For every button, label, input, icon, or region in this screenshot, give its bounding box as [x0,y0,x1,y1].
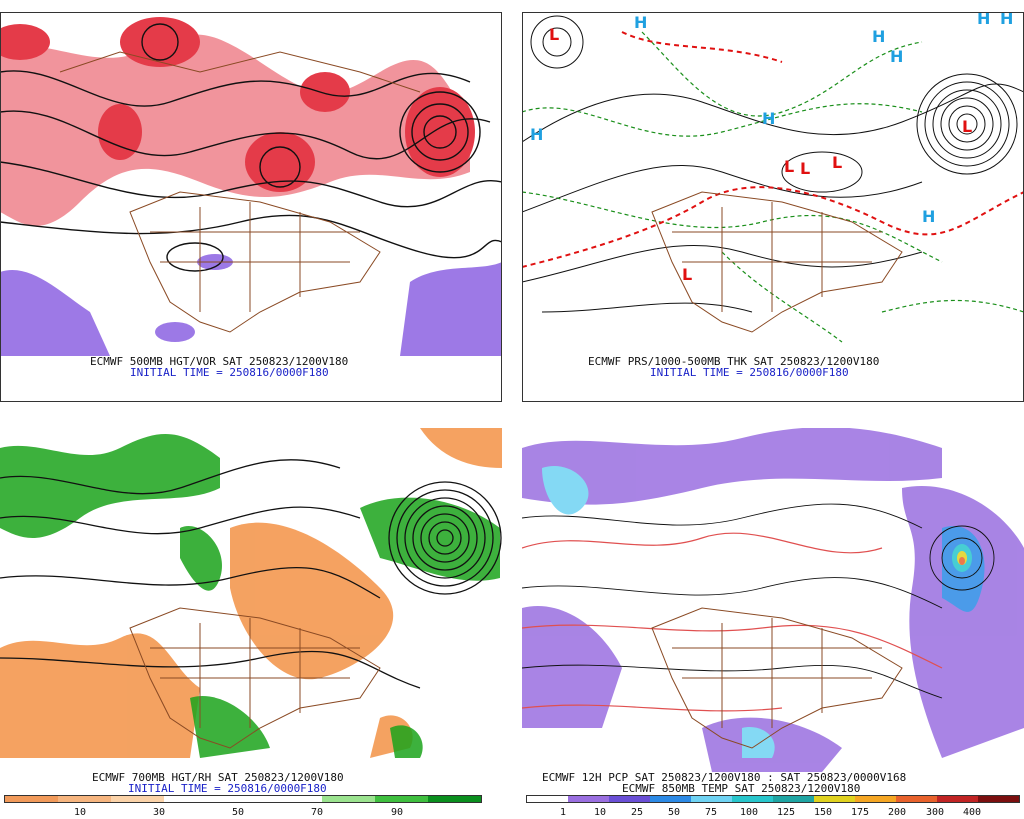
colorbar-tick: 200 [887,807,907,818]
high-marker: H [530,125,543,144]
colorbar-tick: 1 [559,807,567,818]
colorbar-tick: 300 [925,807,945,818]
high-marker: H [762,109,775,128]
panel-caption: ECMWF 500MB HGT/VOR SAT 250823/1200V180 [90,355,349,368]
high-marker: H [922,207,935,226]
colorbar-tick: 70 [310,807,324,818]
low-marker: L [800,159,810,178]
panel-frame [522,12,1024,402]
initial-time: INITIAL TIME = 250816/0000F180 [130,366,329,379]
high-marker: H [634,13,647,32]
colorbar-tick: 150 [813,807,833,818]
panel-caption-secondary: ECMWF 850MB TEMP SAT 250823/1200V180 [622,782,861,795]
panel-500mb-vorticity: ECMWF 500MB HGT/VOR SAT 250823/1200V180 … [0,0,502,402]
colorbar-labels: 1 10 25 50 75 100 125 150 175 200 300 40… [526,807,1020,819]
panel-mslp-thickness: H H H H H H H H L L L L L L ECMWF PRS/10… [522,0,1024,402]
low-marker: L [784,157,794,176]
map-precip-850temp[interactable] [522,428,1024,772]
low-marker: L [549,25,559,44]
initial-time: INITIAL TIME = 250816/0000F180 [128,782,327,795]
colorbar-tick: 10 [73,807,87,818]
colorbar-tick: 50 [231,807,245,818]
low-marker: L [962,117,972,136]
panel-700mb-rh: ECMWF 700MB HGT/RH SAT 250823/1200V180 I… [0,428,502,819]
colorbar-tick: 400 [962,807,982,818]
colorbar-rh [4,795,482,803]
colorbar-tick: 30 [152,807,166,818]
map-700mb-rh[interactable] [0,428,502,772]
panel-caption: ECMWF PRS/1000-500MB THK SAT 250823/1200… [588,355,880,368]
colorbar-labels: 10 30 50 70 90 [4,807,482,819]
low-marker: L [682,265,692,284]
colorbar-tick: 75 [704,807,718,818]
colorbar-tick: 25 [630,807,644,818]
colorbar-tick: 100 [739,807,759,818]
colorbar-precip [526,795,1020,803]
colorbar-tick: 175 [850,807,870,818]
panel-caption: ECMWF 700MB HGT/RH SAT 250823/1200V180 [92,771,344,784]
high-marker: H [872,27,885,46]
colorbar-tick: 50 [667,807,681,818]
panel-frame [0,12,502,402]
high-marker: H [1000,12,1013,28]
map-500mb-vorticity[interactable] [0,12,502,356]
low-marker: L [832,153,842,172]
colorbar-tick: 90 [390,807,404,818]
colorbar-tick: 125 [776,807,796,818]
initial-time: INITIAL TIME = 250816/0000F180 [650,366,849,379]
map-mslp-thickness[interactable]: H H H H H H H H L L L L L L [522,12,1024,356]
panel-caption: ECMWF 12H PCP SAT 250823/1200V180 : SAT … [542,771,907,784]
colorbar-tick: 10 [593,807,607,818]
high-marker: H [977,12,990,28]
panel-precip-850temp: ECMWF 12H PCP SAT 250823/1200V180 : SAT … [522,428,1024,819]
high-marker: H [890,47,903,66]
